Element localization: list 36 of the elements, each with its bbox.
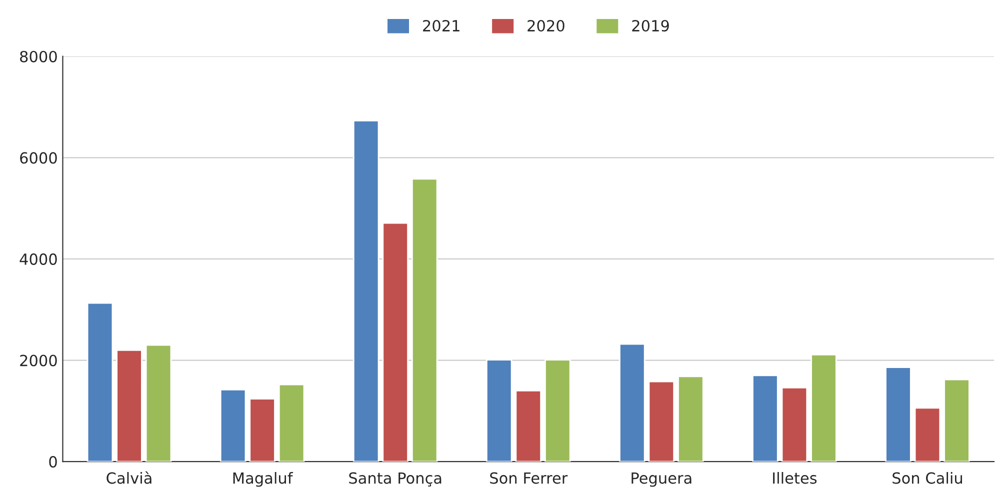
x-tick-label: Santa Ponça	[349, 472, 442, 487]
bar	[944, 378, 970, 462]
y-tick-label: 6000	[20, 152, 57, 164]
bar	[352, 120, 380, 462]
legend-label: 2019	[632, 20, 669, 32]
bar	[752, 374, 778, 462]
bar	[486, 359, 512, 462]
y-tick-label: 0	[49, 456, 57, 468]
x-tick-label: Son Caliu	[892, 472, 962, 484]
bar	[278, 384, 305, 462]
bar	[648, 380, 675, 462]
bar	[145, 344, 172, 462]
y-tick-label: 2000	[20, 354, 57, 366]
bar	[544, 359, 571, 462]
legend-label: 2021	[423, 20, 460, 32]
x-tick-label: Peguera	[632, 472, 692, 487]
bar	[515, 390, 542, 462]
x-tick-label: Calvià	[106, 471, 152, 484]
bar	[810, 354, 837, 462]
bar	[678, 376, 704, 462]
x-tick-label: Magaluf	[233, 472, 294, 487]
bar	[116, 349, 142, 462]
x-tick-label: Son Ferrer	[490, 472, 568, 484]
bar	[382, 222, 408, 462]
bar	[411, 178, 438, 462]
bar	[914, 407, 941, 462]
y-tick-label: 8000	[20, 50, 57, 62]
bar	[619, 343, 646, 462]
bar	[885, 366, 912, 462]
bar	[781, 386, 808, 462]
x-tick-label: Illetes	[773, 472, 817, 484]
bar	[249, 398, 276, 462]
y-tick-label: 4000	[20, 253, 57, 265]
bar	[220, 388, 246, 462]
bar	[86, 302, 114, 462]
legend-label: 2020	[528, 20, 564, 32]
